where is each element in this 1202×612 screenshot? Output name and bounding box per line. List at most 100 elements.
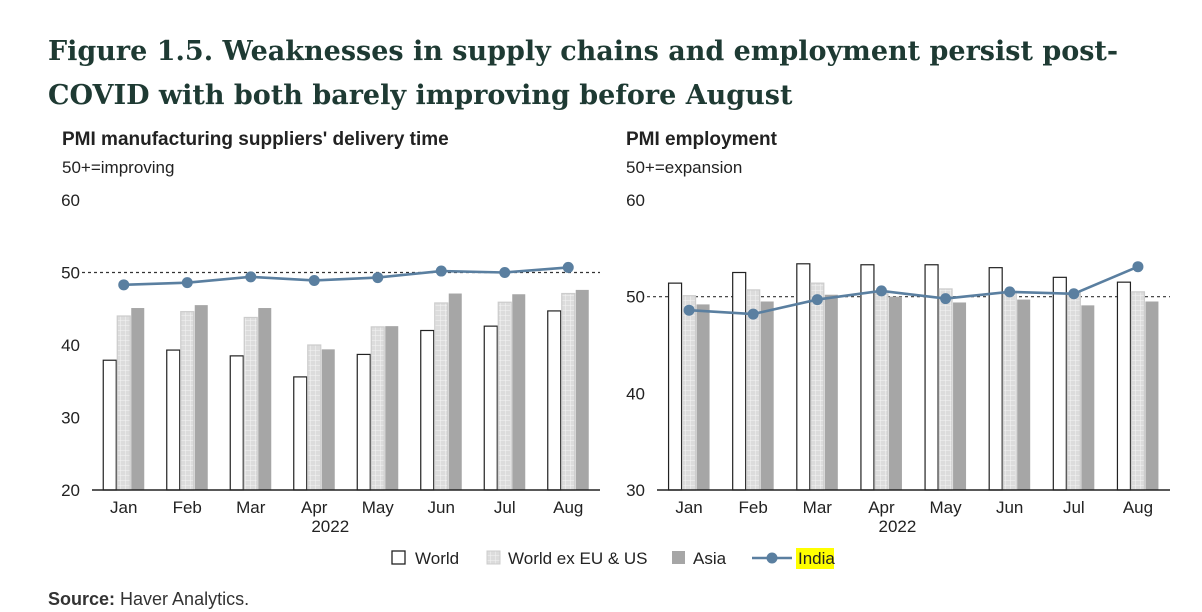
panel-title: PMI manufacturing suppliers' delivery ti… — [62, 129, 449, 150]
india-point — [683, 304, 695, 316]
bar-world — [356, 353, 371, 491]
india-line — [688, 265, 1139, 316]
x-tick-label: Jan — [110, 498, 137, 517]
india-point — [875, 285, 887, 297]
y-tick-label: 50 — [626, 288, 645, 307]
bar-world-ex-eu-us — [434, 302, 449, 491]
bar-asia — [131, 308, 145, 490]
x-tick-label: Jul — [1063, 498, 1085, 517]
x-tick-label: Jul — [494, 498, 516, 517]
bar-world-ex-eu-us — [497, 301, 512, 491]
x-tick-label: May — [362, 498, 395, 517]
legend-highlight-india — [796, 548, 834, 569]
bar-world-ex-eu-us — [561, 292, 576, 491]
x-tick-label: Mar — [236, 498, 266, 517]
india-point — [118, 279, 130, 291]
bar-asia — [824, 294, 838, 490]
bar-asia — [575, 289, 589, 490]
india-point — [372, 272, 384, 284]
figure-title: Figure 1.5. Weaknesses in supply chains … — [48, 36, 1119, 111]
panel-subtitle: 50+=improving — [62, 158, 174, 177]
y-tick-label: 60 — [61, 191, 80, 210]
x-tick-label: Aug — [1123, 498, 1153, 517]
bar-world-ex-eu-us — [1002, 293, 1017, 491]
panel-subtitle: 50+=expansion — [626, 158, 742, 177]
x-tick-label: Jan — [675, 498, 702, 517]
india-line — [123, 266, 569, 287]
bar-asia — [1081, 305, 1095, 490]
source-text: Haver Analytics. — [115, 589, 250, 609]
x-tick-label: Mar — [803, 498, 833, 517]
bar-asia — [1145, 301, 1159, 490]
bar-world — [796, 263, 811, 491]
india-point — [811, 294, 823, 306]
india-point — [562, 261, 574, 273]
bar-world — [988, 267, 1003, 491]
x-tick-label: Aug — [553, 498, 583, 517]
india-point — [1004, 286, 1016, 298]
bar-world — [732, 271, 747, 491]
y-tick-label: 60 — [626, 191, 645, 210]
y-tick-label: 20 — [61, 481, 80, 500]
source-label: Source: — [48, 589, 116, 609]
bar-world-ex-eu-us — [370, 326, 385, 491]
bar-asia — [448, 293, 462, 490]
bar-asia — [953, 302, 967, 490]
x-tick-label: Jun — [996, 498, 1023, 517]
source-note: Source: Haver Analytics. — [48, 589, 249, 610]
bar-asia — [1017, 299, 1031, 490]
legend-swatch-world — [391, 550, 406, 565]
x-tick-label: Jun — [428, 498, 455, 517]
india-point — [181, 277, 193, 289]
bar-world — [102, 359, 117, 491]
chart-panel-employment: PMI employment 50+=expansion 30 40 50 60 Jan Fe… — [626, 129, 1170, 536]
bar-world-ex-eu-us — [307, 344, 322, 491]
india-point — [435, 265, 447, 277]
india-point — [940, 293, 952, 305]
legend-label-world-ex: World ex EU & US — [508, 549, 648, 568]
bar-world-ex-eu-us — [1066, 292, 1081, 491]
bar-world-ex-eu-us — [874, 293, 889, 491]
bar-asia — [760, 301, 774, 490]
bar-world-ex-eu-us — [810, 282, 825, 491]
bar-asia — [512, 294, 526, 490]
bar-world — [860, 264, 875, 491]
y-tick-label: 40 — [626, 384, 645, 403]
bar-asia — [258, 308, 272, 490]
bar-world-ex-eu-us — [1130, 291, 1146, 491]
x-tick-label: May — [930, 498, 963, 517]
y-tick-label: 50 — [61, 264, 80, 283]
bar-world — [483, 325, 498, 491]
bar-world-ex-eu-us — [746, 289, 761, 491]
x-tick-label: Apr — [868, 498, 895, 517]
chart-legend: World World ex EU & US Asia India — [391, 548, 835, 569]
legend-swatch-world-ex — [486, 550, 501, 565]
bar-world — [667, 282, 683, 491]
bar-world-ex-eu-us — [116, 315, 131, 491]
bar-asia — [321, 349, 335, 490]
india-point — [747, 308, 759, 320]
india-point — [499, 267, 511, 278]
bar-world — [293, 376, 308, 491]
india-point — [1132, 261, 1144, 273]
x-tick-label: Feb — [173, 498, 202, 517]
bar-asia — [696, 304, 710, 490]
y-tick-label: 40 — [61, 336, 80, 355]
india-point — [308, 274, 320, 286]
bar-world-ex-eu-us — [243, 316, 258, 491]
bar-world — [229, 355, 244, 491]
legend-label-asia: Asia — [693, 549, 727, 568]
bar-world — [420, 329, 435, 491]
bar-world-ex-eu-us — [681, 295, 697, 491]
india-point — [245, 271, 257, 283]
legend-swatch-india-dot — [766, 552, 778, 564]
bar-asia — [888, 296, 902, 490]
bar-asia — [385, 326, 399, 490]
bar-world — [166, 349, 181, 491]
bar-world — [547, 310, 562, 491]
bar-asia — [194, 305, 208, 490]
panel-title: PMI employment — [626, 129, 778, 150]
bar-world — [1052, 276, 1067, 491]
x-tick-label: Apr — [301, 498, 328, 517]
